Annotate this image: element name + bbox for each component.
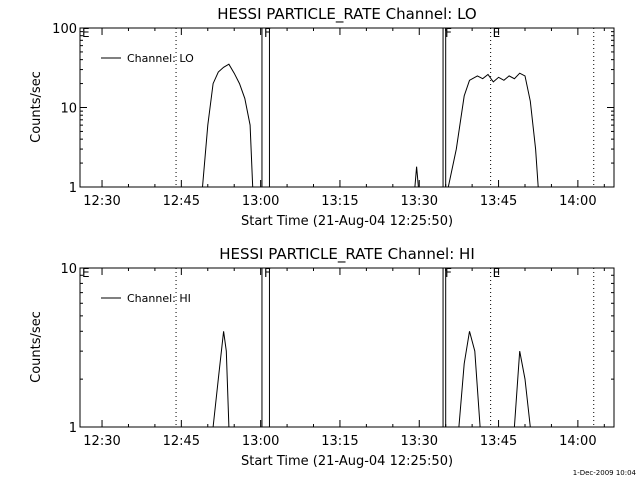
- chart-title: HESSI PARTICLE_RATE Channel: HI: [219, 245, 475, 264]
- y-tick-label: 1: [69, 421, 77, 436]
- x-axis-label: Start Time (21-Aug-04 12:25:50): [241, 454, 453, 469]
- legend-label: Channel: HI: [127, 292, 191, 305]
- y-tick-label: 10: [60, 102, 77, 117]
- event-marker: E: [493, 266, 501, 280]
- x-tick-label: 12:30: [83, 194, 120, 209]
- y-tick-label: 10: [60, 262, 77, 277]
- series-line: [447, 72, 539, 188]
- event-marker: F: [264, 26, 271, 40]
- panel-lo: HESSI PARTICLE_RATE Channel: LO Start Ti…: [29, 5, 615, 229]
- x-tick-label: 14:00: [559, 434, 596, 449]
- x-tick-label: 13:30: [401, 194, 438, 209]
- y-tick-label: 1: [69, 181, 77, 196]
- y-tick-label: 100: [52, 22, 77, 37]
- series-line: [414, 166, 419, 188]
- footer-timestamp: 1-Dec-2009 10:04: [573, 469, 637, 477]
- series-line: [202, 63, 254, 188]
- y-axis-label: Counts/sec: [29, 311, 44, 383]
- x-tick-label: 13:45: [480, 434, 517, 449]
- x-tick-label: 12:30: [83, 434, 120, 449]
- panel-hi: HESSI PARTICLE_RATE Channel: HI Start Ti…: [29, 245, 615, 469]
- legend-label: Channel: LO: [127, 52, 194, 65]
- x-tick-label: 13:45: [480, 194, 517, 209]
- x-tick-label: 13:30: [401, 434, 438, 449]
- x-tick-label: 12:45: [163, 194, 200, 209]
- x-axis-label: Start Time (21-Aug-04 12:25:50): [241, 214, 453, 229]
- series-line: [212, 331, 230, 428]
- x-tick-label: 13:15: [321, 194, 358, 209]
- series-line: [458, 331, 481, 428]
- x-tick-label: 12:45: [163, 434, 200, 449]
- y-axis-label: Counts/sec: [29, 71, 44, 143]
- event-marker: E: [82, 266, 90, 280]
- event-marker: E: [493, 26, 501, 40]
- x-tick-label: 13:15: [321, 434, 358, 449]
- chart-title: HESSI PARTICLE_RATE Channel: LO: [217, 5, 476, 24]
- event-marker: F: [445, 26, 452, 40]
- x-tick-label: 14:00: [559, 194, 596, 209]
- event-marker: F: [264, 266, 271, 280]
- event-marker: E: [82, 26, 90, 40]
- plot-frame: [79, 267, 615, 428]
- x-tick-label: 13:00: [242, 194, 279, 209]
- x-tick-label: 13:00: [242, 434, 279, 449]
- series-line: [513, 351, 531, 428]
- event-marker: F: [445, 266, 452, 280]
